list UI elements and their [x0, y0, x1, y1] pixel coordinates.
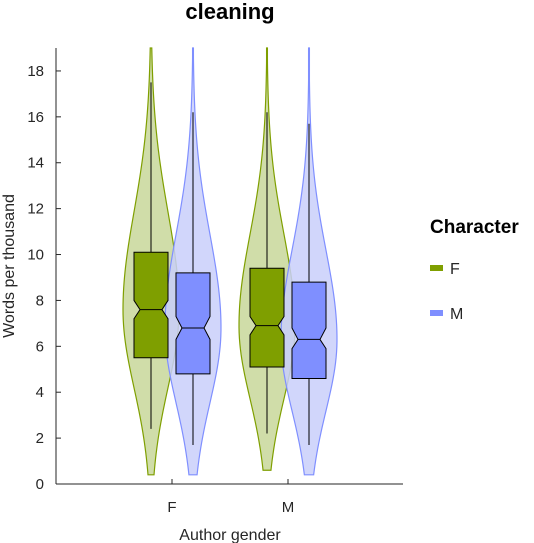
y-tick-label: 4 — [36, 384, 44, 401]
legend-title: Character — [430, 217, 519, 238]
y-tick-label: 10 — [27, 247, 44, 264]
y-tick-label: 18 — [27, 63, 44, 80]
y-tick-label: 12 — [27, 201, 44, 218]
plot-area — [122, 47, 338, 476]
x-tick-label: M — [282, 499, 295, 516]
y-tick-label: 6 — [36, 338, 44, 355]
legend-label-M: M — [450, 306, 463, 323]
legend-swatch-F — [430, 265, 443, 271]
notched-box-M-M — [291, 281, 327, 379]
chart-title: cleaning — [185, 0, 274, 24]
y-axis-label: Words per thousand — [1, 194, 18, 338]
legend-label-F: F — [450, 261, 460, 278]
y-tick-label: 14 — [27, 155, 44, 172]
y-axis: 0 2 4 6 8 10 12 14 16 18 — [27, 48, 61, 493]
x-axis-label: Author gender — [179, 527, 281, 543]
notched-box-F-F — [133, 251, 169, 359]
legend-swatch-M — [430, 310, 443, 316]
y-tick-label: 8 — [36, 292, 44, 309]
notched-box-F-M — [249, 267, 285, 368]
y-tick-label: 0 — [36, 476, 44, 493]
y-tick-label: 16 — [27, 109, 44, 126]
x-tick-label: F — [167, 499, 176, 516]
legend: Character F M — [430, 217, 519, 323]
y-tick-label: 2 — [36, 430, 44, 447]
notched-box-M-F — [175, 272, 211, 375]
